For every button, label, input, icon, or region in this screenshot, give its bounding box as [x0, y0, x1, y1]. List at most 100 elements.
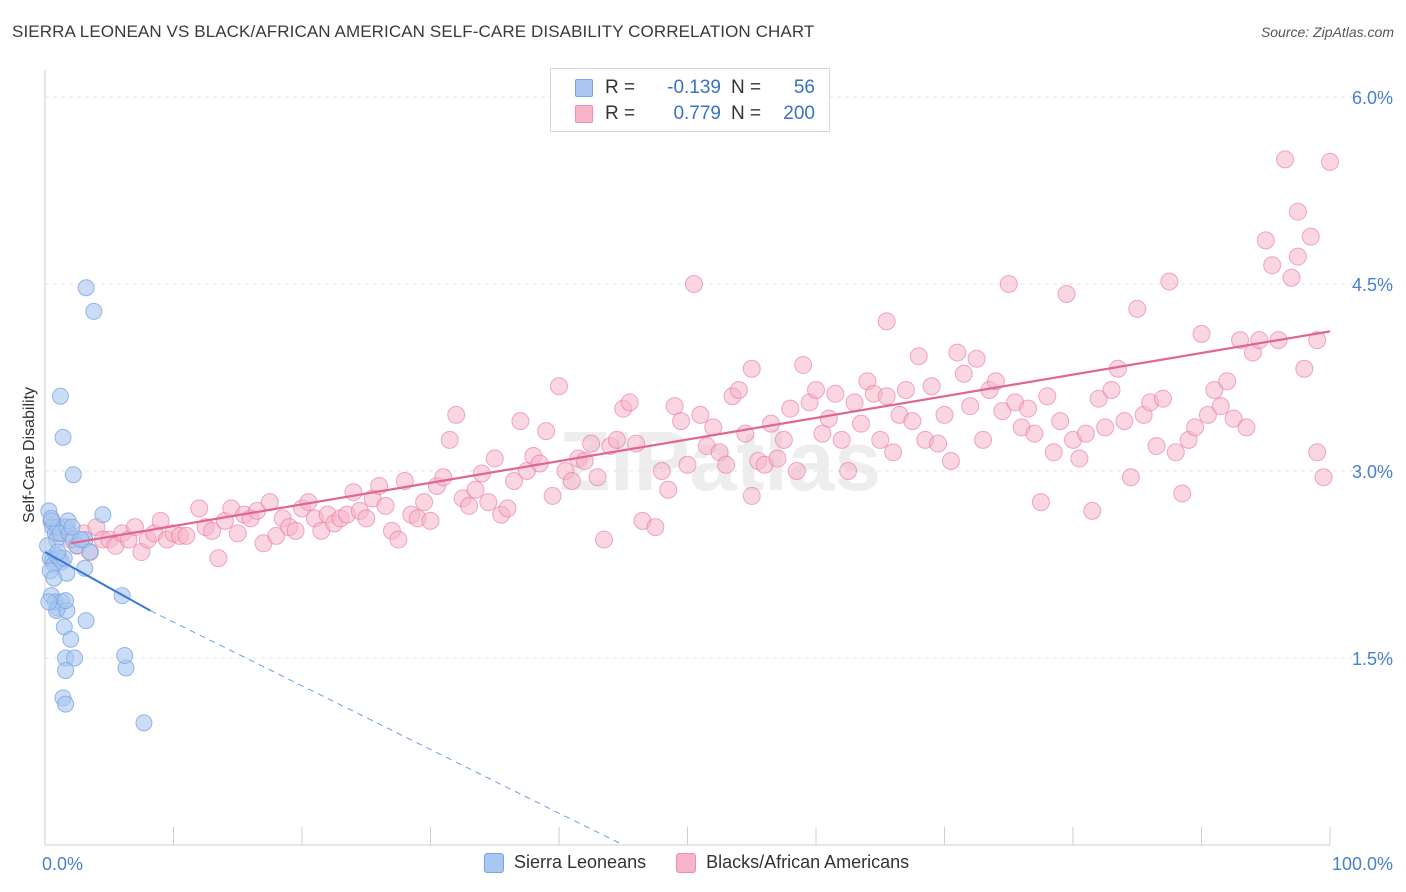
data-point [57, 695, 75, 713]
data-point [357, 509, 376, 528]
y-tick-label: 6.0% [1352, 88, 1393, 108]
data-point [286, 521, 305, 540]
data-point [826, 384, 845, 403]
data-point [813, 424, 832, 443]
data-point [447, 405, 466, 424]
data-point [742, 486, 761, 505]
data-point [543, 486, 562, 505]
data-point [736, 424, 755, 443]
data-point [922, 377, 941, 396]
data-point [1250, 331, 1269, 350]
data-point [1263, 256, 1282, 275]
data-point [582, 434, 601, 453]
data-point [1295, 359, 1314, 378]
data-point [440, 430, 459, 449]
data-point [1192, 324, 1211, 343]
data-point [839, 462, 858, 480]
trend-line-sierra-leoneans [44, 551, 151, 612]
correlation-legend: R = -0.139 N = 56 R = 0.779 N = 200 [550, 68, 830, 132]
data-point [40, 593, 58, 611]
legend-swatch-blue [575, 79, 593, 97]
legend-label: Blacks/African Americans [706, 852, 910, 872]
data-point [1256, 231, 1275, 250]
y-axis-label: Self-Care Disability [21, 387, 38, 523]
legend-label: Sierra Leoneans [514, 852, 647, 872]
data-point [884, 443, 903, 462]
data-point [1038, 387, 1057, 406]
data-point [344, 483, 363, 502]
data-point [646, 518, 665, 537]
data-point [389, 530, 408, 549]
data-point [1288, 202, 1307, 221]
data-point [1231, 331, 1250, 350]
data-point [63, 518, 81, 536]
data-point [135, 714, 153, 732]
trend-line-blacks-african-americans [70, 330, 1331, 545]
data-point [466, 480, 485, 499]
data-point [1211, 397, 1230, 416]
data-point [999, 275, 1018, 293]
legend-item-sierra-leoneans[interactable]: Sierra Leoneans [484, 852, 646, 873]
series-sierra-leoneans [39, 279, 153, 732]
trend-lines [44, 330, 1331, 846]
series-legend: Sierra Leoneans Blacks/African Americans [484, 852, 939, 873]
legend-row-black-african-american: R = 0.779 N = 200 [575, 102, 815, 126]
data-point [1019, 399, 1038, 418]
data-point [948, 343, 967, 362]
data-point [1115, 412, 1134, 431]
legend-item-blacks-african-americans[interactable]: Blacks/African Americans [676, 852, 909, 873]
data-point [832, 430, 851, 449]
data-point [877, 312, 896, 331]
legend-n-value: 56 [793, 77, 815, 98]
data-point [967, 349, 986, 368]
data-point [986, 372, 1005, 391]
data-point [57, 661, 75, 679]
data-point [909, 347, 928, 366]
data-point [1057, 284, 1076, 303]
y-tick-label: 3.0% [1352, 462, 1393, 482]
data-point [774, 430, 793, 449]
data-point [1025, 424, 1044, 443]
data-point [1205, 380, 1224, 399]
data-point [485, 449, 504, 468]
data-point [81, 543, 99, 561]
data-point [1282, 268, 1301, 287]
data-point [1147, 437, 1166, 456]
data-point [1314, 468, 1333, 487]
data-point [77, 279, 95, 297]
data-point [57, 592, 75, 610]
data-point [961, 397, 980, 416]
data-point [77, 612, 95, 630]
data-point [151, 511, 170, 530]
data-point [203, 521, 222, 540]
data-point [1096, 418, 1115, 437]
data-point [511, 412, 530, 431]
data-point [376, 496, 395, 515]
data-point [562, 471, 581, 490]
data-point [1153, 389, 1172, 408]
data-point [659, 480, 678, 499]
data-point [1173, 484, 1192, 503]
data-point [460, 496, 479, 515]
legend-r-value: 0.779 [673, 103, 721, 124]
data-point [190, 499, 209, 518]
data-point [993, 402, 1012, 421]
axes [44, 70, 1331, 846]
legend-n-label: N = [731, 77, 762, 98]
data-point [94, 506, 112, 524]
data-point [787, 462, 806, 480]
data-point [877, 387, 896, 406]
data-point [49, 543, 67, 561]
data-point [1031, 493, 1050, 512]
data-point [1083, 501, 1102, 520]
legend-swatch-pink [676, 852, 697, 873]
data-point [116, 647, 134, 665]
data-point [66, 649, 84, 667]
data-point [54, 428, 72, 446]
data-point [209, 549, 228, 568]
data-point [1121, 468, 1140, 487]
data-point [505, 471, 524, 490]
legend-swatch-blue [484, 852, 504, 873]
data-point [729, 380, 748, 399]
